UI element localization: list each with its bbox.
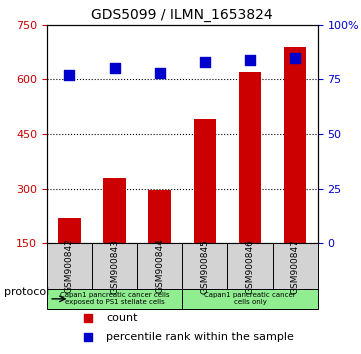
Point	[84, 315, 90, 321]
Title: GDS5099 / ILMN_1653824: GDS5099 / ILMN_1653824	[91, 8, 273, 22]
FancyBboxPatch shape	[92, 243, 137, 289]
FancyBboxPatch shape	[273, 243, 318, 289]
FancyBboxPatch shape	[182, 243, 227, 289]
Point	[157, 70, 162, 76]
FancyBboxPatch shape	[47, 243, 92, 289]
Text: count: count	[106, 313, 138, 323]
FancyBboxPatch shape	[227, 243, 273, 289]
Text: percentile rank within the sample: percentile rank within the sample	[106, 332, 294, 342]
Bar	[239, 72, 261, 298]
Text: GSM900847: GSM900847	[291, 239, 300, 293]
Text: protocol: protocol	[4, 287, 49, 297]
Point	[112, 65, 118, 71]
FancyBboxPatch shape	[47, 289, 182, 309]
Text: GSM900846: GSM900846	[245, 239, 255, 293]
Point	[67, 72, 73, 78]
Bar	[103, 178, 126, 298]
Bar	[148, 190, 171, 298]
Text: GSM900844: GSM900844	[155, 239, 164, 293]
Text: Capan1 pancreatic cancer cells
exposed to PS1 stellate cells: Capan1 pancreatic cancer cells exposed t…	[60, 292, 169, 306]
Bar	[284, 47, 306, 298]
Text: GSM900845: GSM900845	[200, 239, 209, 293]
Point	[292, 55, 298, 61]
Bar	[58, 218, 81, 298]
FancyBboxPatch shape	[137, 243, 182, 289]
Bar	[193, 119, 216, 298]
FancyBboxPatch shape	[182, 289, 318, 309]
Text: Capan1 pancreatic cancer
cells only: Capan1 pancreatic cancer cells only	[204, 292, 296, 306]
Text: GSM900843: GSM900843	[110, 239, 119, 293]
Point	[202, 59, 208, 65]
Point	[84, 335, 90, 340]
Text: GSM900842: GSM900842	[65, 239, 74, 293]
Point	[247, 57, 253, 63]
